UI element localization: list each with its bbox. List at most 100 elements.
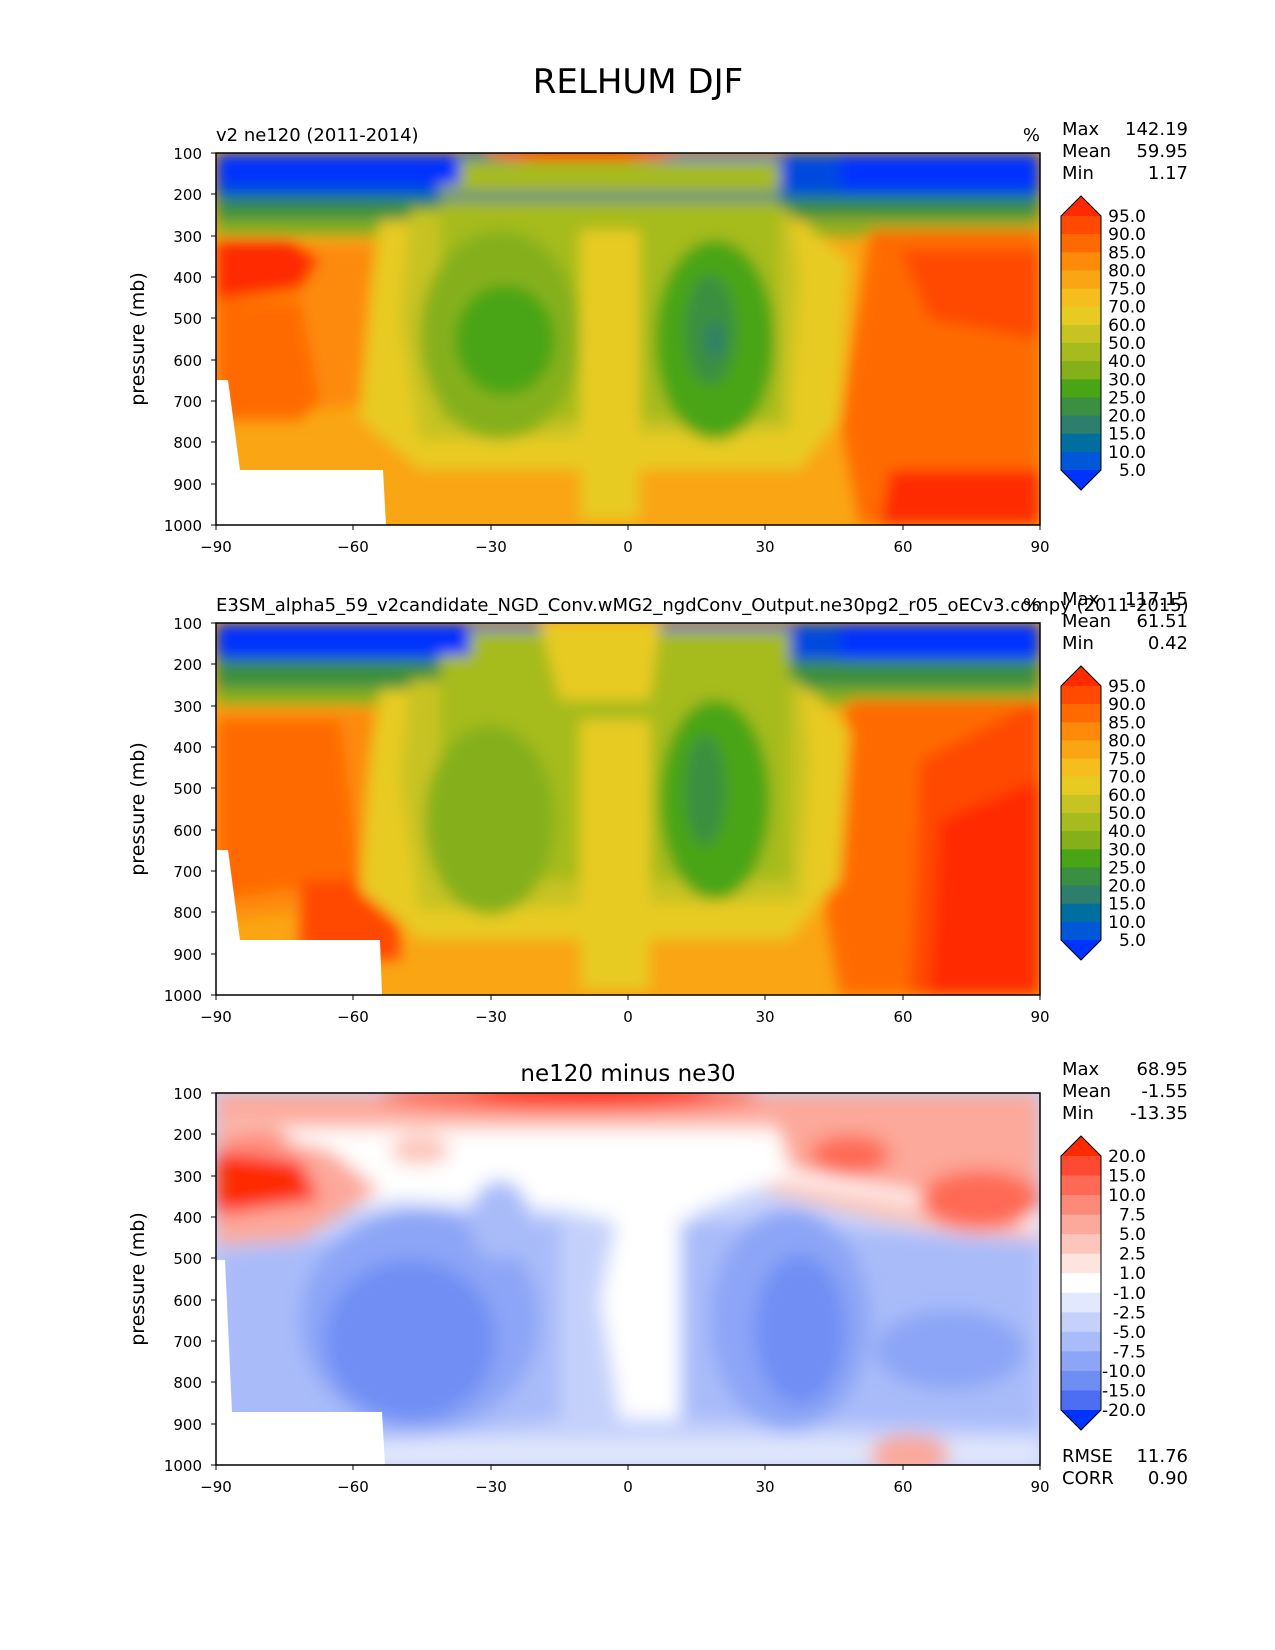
colorbar-tick-label: 75.0 bbox=[1108, 280, 1146, 300]
colorbar-tick-label: 15.0 bbox=[1108, 895, 1146, 915]
colorbar-extend-min bbox=[1061, 940, 1101, 960]
colorbar-tick-label: 5.0 bbox=[1119, 1225, 1146, 1245]
x-tick-label: −60 bbox=[337, 1478, 369, 1496]
x-tick-label: −60 bbox=[337, 538, 369, 556]
panel-2-ylabel: pressure (mb) bbox=[127, 742, 149, 876]
panel-2-units: % bbox=[1023, 595, 1040, 616]
colorbar-tick-label: 7.5 bbox=[1119, 1206, 1146, 1226]
panel-1-colorbar: 95.090.085.080.075.070.060.050.040.030.0… bbox=[1060, 195, 1146, 491]
panel-2-stats: Max 117.15 Mean 61.51 Min 0.42 bbox=[1062, 589, 1188, 654]
x-tick-label: 0 bbox=[623, 1008, 633, 1026]
y-tick-label: 100 bbox=[173, 615, 202, 633]
colorbar-bin bbox=[1061, 903, 1101, 923]
stat-min-label: Min bbox=[1062, 1103, 1094, 1124]
colorbar-bin bbox=[1061, 1253, 1101, 1274]
y-tick-label: 200 bbox=[173, 656, 202, 674]
panel-3-field bbox=[216, 1093, 1040, 1465]
colorbar-bin bbox=[1061, 1312, 1101, 1333]
panel-3-title: ne120 minus ne30 bbox=[520, 1061, 735, 1087]
colorbar-bin bbox=[1061, 433, 1101, 453]
panel-1: v2 ne120 (2011-2014) % pressure (mb) −90… bbox=[127, 119, 1188, 556]
x-tick-label: −60 bbox=[337, 1008, 369, 1026]
colorbar-bin bbox=[1061, 740, 1101, 760]
panel-1-title: v2 ne120 (2011-2014) bbox=[216, 125, 419, 146]
y-tick-label: 400 bbox=[173, 269, 202, 287]
panel-3-colorbar: 20.015.010.07.55.02.51.0-1.0-2.5-5.0-7.5… bbox=[1060, 1135, 1146, 1431]
colorbar-bin bbox=[1061, 831, 1101, 850]
colorbar-bin bbox=[1061, 361, 1101, 380]
y-tick-label: 200 bbox=[173, 1126, 202, 1144]
panel-1-stats: Max 142.19 Mean 59.95 Min 1.17 bbox=[1062, 119, 1188, 184]
panel-2-y-ticks: 100 200 300 400 500 600 700 800 900 1000 bbox=[164, 615, 216, 1005]
colorbar-bin bbox=[1061, 451, 1101, 471]
colorbar-tick-label: 40.0 bbox=[1108, 822, 1146, 842]
x-tick-label: 30 bbox=[755, 1478, 774, 1496]
colorbar-tick-label: 90.0 bbox=[1108, 695, 1146, 715]
colorbar-tick-label: 80.0 bbox=[1108, 261, 1146, 281]
colorbar-bin bbox=[1061, 921, 1101, 941]
y-tick-label: 1000 bbox=[164, 517, 202, 535]
colorbar-tick-label: 70.0 bbox=[1108, 768, 1146, 788]
colorbar-tick-label: 85.0 bbox=[1108, 713, 1146, 733]
panel-2-x-ticks: −90 −60 −30 0 30 60 90 bbox=[200, 995, 1050, 1026]
colorbar-bin bbox=[1061, 1292, 1101, 1313]
colorbar-tick-label: 25.0 bbox=[1108, 858, 1146, 878]
colorbar-tick-label: 95.0 bbox=[1108, 207, 1146, 227]
colorbar-extend-min bbox=[1061, 1410, 1101, 1430]
stat-mean-label: Mean bbox=[1062, 611, 1111, 632]
y-tick-label: 900 bbox=[173, 476, 202, 494]
colorbar-tick-label: 85.0 bbox=[1108, 243, 1146, 263]
colorbar-tick-label: 5.0 bbox=[1119, 931, 1146, 951]
x-tick-label: 60 bbox=[893, 538, 912, 556]
y-tick-label: 800 bbox=[173, 1374, 202, 1392]
y-tick-label: 500 bbox=[173, 1250, 202, 1268]
stat-rmse-value: 11.76 bbox=[1136, 1446, 1188, 1467]
panel-1-units: % bbox=[1023, 125, 1040, 146]
colorbar-outline bbox=[1060, 195, 1102, 491]
x-tick-label: 60 bbox=[893, 1478, 912, 1496]
colorbar-tick-label: -15.0 bbox=[1102, 1381, 1146, 1401]
colorbar-tick-label: 20.0 bbox=[1108, 1147, 1146, 1167]
colorbar-bin bbox=[1061, 1273, 1101, 1294]
colorbar-bin bbox=[1061, 885, 1101, 905]
colorbar-tick-label: 15.0 bbox=[1108, 425, 1146, 445]
colorbar-tick-label: 60.0 bbox=[1108, 786, 1146, 806]
colorbar-tick-label: 90.0 bbox=[1108, 225, 1146, 245]
colorbar-bin bbox=[1061, 722, 1101, 741]
colorbar-tick-label: 5.0 bbox=[1119, 461, 1146, 481]
colorbar-bin bbox=[1061, 270, 1101, 290]
colorbar-bin bbox=[1061, 216, 1101, 235]
panel-3-error-stats: RMSE 11.76 CORR 0.90 bbox=[1062, 1446, 1188, 1489]
y-tick-label: 600 bbox=[173, 822, 202, 840]
panel-1-x-ticks: −90 −60 −30 0 30 60 90 bbox=[200, 525, 1050, 556]
x-tick-label: 30 bbox=[755, 1008, 774, 1026]
colorbar-tick-label: 20.0 bbox=[1108, 407, 1146, 427]
y-tick-label: 800 bbox=[173, 904, 202, 922]
colorbar-bin bbox=[1061, 704, 1101, 723]
stat-min-value: 0.42 bbox=[1148, 633, 1188, 654]
colorbar-bin bbox=[1061, 1156, 1101, 1177]
colorbar-tick-label: 60.0 bbox=[1108, 316, 1146, 336]
colorbar-extend-max bbox=[1061, 666, 1101, 686]
x-tick-label: −90 bbox=[200, 538, 232, 556]
colorbar-bin bbox=[1061, 343, 1101, 362]
y-tick-label: 1000 bbox=[164, 1457, 202, 1475]
x-tick-label: −30 bbox=[475, 538, 507, 556]
stat-max-value: 117.15 bbox=[1125, 589, 1188, 610]
colorbar-bin bbox=[1061, 397, 1101, 417]
stat-mean-value: 59.95 bbox=[1136, 141, 1188, 162]
colorbar-bin bbox=[1061, 1195, 1101, 1216]
x-tick-label: 30 bbox=[755, 538, 774, 556]
x-tick-label: 0 bbox=[623, 1478, 633, 1496]
colorbar-bin bbox=[1061, 379, 1101, 398]
y-tick-label: 300 bbox=[173, 1168, 202, 1186]
colorbar-bin bbox=[1061, 1234, 1101, 1255]
colorbar-tick-label: 80.0 bbox=[1108, 731, 1146, 751]
y-tick-label: 100 bbox=[173, 1085, 202, 1103]
colorbar-tick-label: 10.0 bbox=[1108, 443, 1146, 463]
x-tick-label: 90 bbox=[1030, 1478, 1049, 1496]
colorbar-tick-label: 20.0 bbox=[1108, 877, 1146, 897]
colorbar-tick-label: -1.0 bbox=[1113, 1284, 1146, 1304]
stat-corr-value: 0.90 bbox=[1148, 1468, 1188, 1489]
